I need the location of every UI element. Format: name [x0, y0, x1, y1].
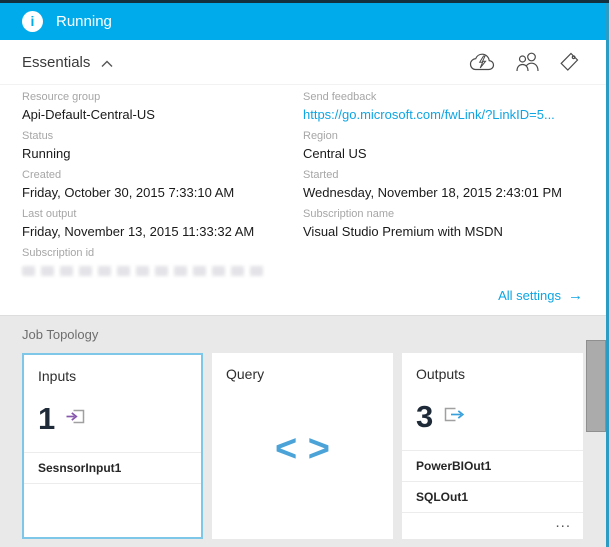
status-banner[interactable]: i Running [0, 3, 606, 40]
output-item[interactable]: PowerBIOut1 [402, 450, 583, 481]
topology-tiles: Inputs 1 SesnsorInput1 Query < > Outputs [22, 353, 583, 539]
cloud-lightning-icon[interactable] [467, 51, 497, 73]
inputs-tile-title: Inputs [38, 368, 77, 384]
outputs-tile-title: Outputs [416, 366, 466, 382]
field-label: Resource group [22, 91, 101, 103]
feedback-link[interactable]: https://go.microsoft.com/fwLink/?LinkID=… [303, 107, 555, 122]
inputs-count-block: 1 [24, 385, 201, 452]
field-label: Started [303, 169, 339, 181]
field-label: Status [22, 130, 54, 142]
field-value: Wednesday, November 18, 2015 2:43:01 PM [303, 185, 562, 200]
field-value: Visual Studio Premium with MSDN [303, 224, 503, 239]
code-brackets-icon: < > [275, 427, 330, 470]
info-icon: i [22, 11, 43, 32]
outputs-count: 3 [416, 399, 434, 434]
all-settings-link[interactable]: All settings → [498, 288, 583, 303]
field-label: Created [22, 169, 62, 181]
essentials-content: Resource group Api-Default-Central-US St… [0, 90, 606, 281]
field-last-output: Last output Friday, November 13, 2015 11… [22, 207, 303, 241]
blade-right-edge [606, 0, 609, 547]
essentials-header: Essentials [0, 40, 606, 85]
chevron-up-icon [101, 55, 113, 72]
input-item[interactable]: SesnsorInput1 [24, 452, 201, 483]
field-send-feedback: Send feedback https://go.microsoft.com/f… [303, 90, 606, 124]
field-value: Central US [303, 146, 367, 161]
field-value: Friday, November 13, 2015 11:33:32 AM [22, 224, 255, 239]
inputs-tile[interactable]: Inputs 1 SesnsorInput1 [22, 353, 203, 539]
field-value: Api-Default-Central-US [22, 107, 155, 122]
essentials-title-label: Essentials [22, 53, 91, 71]
subscription-id-redacted-value [22, 266, 264, 276]
window-top-edge [0, 0, 609, 3]
job-topology-title: Job Topology [22, 327, 99, 342]
job-topology-section: Job Topology Inputs 1 SesnsorInput1 Quer… [0, 315, 606, 547]
essentials-collapse-toggle[interactable]: Essentials [22, 53, 113, 72]
users-icon[interactable] [514, 51, 541, 73]
field-created: Created Friday, October 30, 2015 7:33:10… [22, 168, 303, 202]
status-banner-label: Running [56, 13, 112, 30]
field-value: Running [22, 146, 71, 161]
outputs-count-block: 3 [402, 383, 583, 450]
field-label: Subscription name [303, 208, 395, 220]
field-label: Last output [22, 208, 77, 220]
field-label: Send feedback [303, 91, 377, 103]
essentials-left-column: Resource group Api-Default-Central-US St… [22, 90, 303, 281]
field-subscription-id: Subscription id [22, 246, 303, 276]
query-tile[interactable]: Query < > [212, 353, 393, 539]
arrow-out-of-box-icon [442, 405, 467, 429]
essentials-toolbar [467, 51, 580, 73]
field-value: Friday, October 30, 2015 7:33:10 AM [22, 185, 235, 200]
inputs-empty-row [24, 483, 201, 537]
query-tile-title: Query [226, 366, 265, 382]
field-status: Status Running [22, 129, 303, 163]
output-item[interactable]: SQLOut1 [402, 481, 583, 512]
outputs-more-ellipsis[interactable]: ... [402, 512, 583, 539]
outputs-tile[interactable]: Outputs 3 PowerBIOut1 SQLOut1 ... [402, 353, 583, 539]
field-label: Region [303, 130, 338, 142]
arrow-into-box-icon [64, 407, 87, 431]
field-resource-group: Resource group Api-Default-Central-US [22, 90, 303, 124]
field-started: Started Wednesday, November 18, 2015 2:4… [303, 168, 606, 202]
tag-icon[interactable] [558, 51, 580, 73]
all-settings-label: All settings [498, 288, 561, 303]
field-label: Subscription id [22, 247, 95, 259]
essentials-right-column: Send feedback https://go.microsoft.com/f… [303, 90, 606, 281]
inputs-count: 1 [38, 401, 56, 436]
right-arrow-icon: → [568, 287, 583, 304]
field-subscription-name: Subscription name Visual Studio Premium … [303, 207, 606, 241]
vertical-scrollbar-thumb[interactable] [586, 340, 606, 432]
field-region: Region Central US [303, 129, 606, 163]
